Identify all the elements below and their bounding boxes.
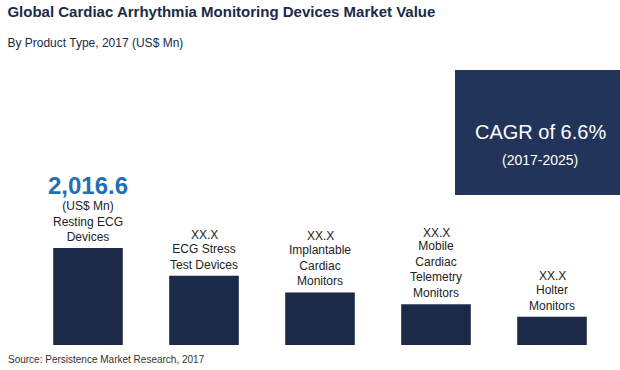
- svg-text:(US$ Mn)Resting ECGDevices: (US$ Mn)Resting ECGDevices: [53, 199, 123, 244]
- svg-text:Global Cardiac Arrhythmia Moni: Global Cardiac Arrhythmia Monitoring Dev…: [7, 3, 435, 20]
- svg-text:HolterMonitors: HolterMonitors: [529, 283, 575, 313]
- svg-text:XX.X: XX.X: [191, 228, 218, 242]
- svg-text:XX.X: XX.X: [307, 229, 334, 243]
- svg-text:(2017-2025): (2017-2025): [502, 152, 578, 168]
- svg-text:XX.X: XX.X: [423, 226, 450, 240]
- svg-text:By Product Type, 2017 (US$ Mn): By Product Type, 2017 (US$ Mn): [7, 36, 183, 50]
- svg-text:ImplantableCardiacMonitors: ImplantableCardiacMonitors: [289, 243, 351, 288]
- svg-text:MobileCardiacTelemetryMonitors: MobileCardiacTelemetryMonitors: [410, 239, 462, 300]
- svg-text:CAGR of 6.6%: CAGR of 6.6%: [475, 121, 606, 143]
- svg-text:Source: Persistence Market Res: Source: Persistence Market Research, 201…: [8, 354, 205, 365]
- svg-text:2,016.6: 2,016.6: [48, 172, 128, 199]
- svg-text:XX.X: XX.X: [539, 269, 566, 283]
- svg-text:ECG StressTest Devices: ECG StressTest Devices: [170, 242, 238, 272]
